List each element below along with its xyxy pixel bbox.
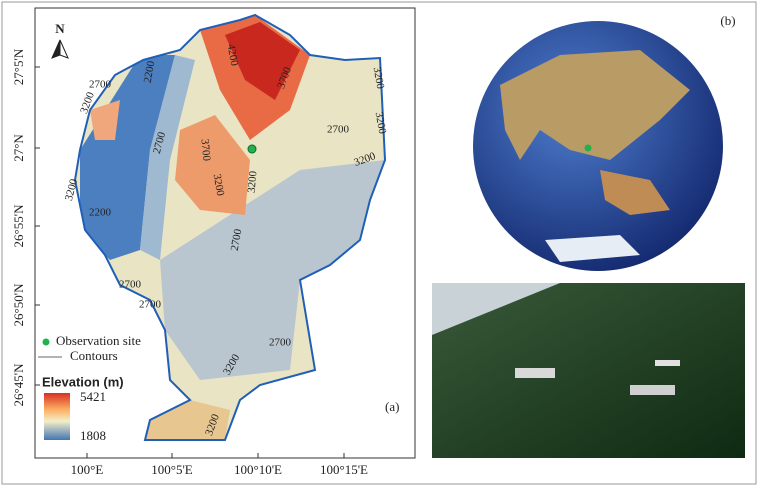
north-arrow [59, 39, 69, 59]
building [515, 368, 555, 378]
contour-label: 3200 [373, 111, 389, 135]
contour-label: 3200 [211, 173, 227, 197]
contour-label: 2700 [151, 130, 168, 155]
longitude-label: 100°10'E [234, 462, 282, 477]
contour-label: 2200 [142, 60, 158, 84]
building [655, 360, 680, 366]
contour-label: 2700 [229, 228, 245, 252]
landmass [500, 50, 690, 160]
colorbar-label: 5421 [80, 389, 106, 404]
latitude-label: 27°N [11, 134, 26, 162]
longitude-label: 100°E [71, 462, 104, 477]
colorbar-title: Elevation (m) [42, 374, 124, 389]
legend-label: Contours [70, 348, 118, 363]
latitude-label: 26°50'N [11, 283, 26, 327]
panel-label: (a) [385, 399, 399, 414]
contour-label: 2200 [89, 207, 112, 219]
legend-label: Observation site [56, 333, 141, 348]
legend-symbol [42, 338, 50, 346]
longitude-label: 100°15'E [320, 462, 368, 477]
colorbar [44, 393, 70, 440]
contour-label: 4200 [225, 43, 241, 67]
panel-label: (b) [720, 13, 735, 28]
latitude-label: 26°55'N [11, 204, 26, 248]
contour-label: 2700 [269, 337, 292, 349]
north-label: N [55, 21, 65, 36]
colorbar-label: 1808 [80, 428, 106, 443]
observation-site [584, 144, 592, 152]
contour-label: 3200 [371, 66, 387, 90]
contour-label: 3200 [246, 170, 260, 193]
contour-label: 3700 [199, 138, 213, 161]
landmass [545, 235, 640, 262]
contour-label: 2700 [327, 124, 350, 136]
building [630, 385, 675, 395]
contour-label: 2700 [119, 279, 142, 291]
landmass [600, 170, 670, 215]
latitude-label: 26°45'N [11, 363, 26, 407]
contour-label: 2700 [139, 299, 162, 311]
longitude-label: 100°5'E [151, 462, 193, 477]
contour-label: 3200 [63, 177, 80, 202]
latitude-label: 27°5'N [11, 48, 26, 85]
observation-site [247, 144, 257, 154]
contour-label: 2700 [89, 79, 112, 91]
sky [432, 283, 560, 335]
